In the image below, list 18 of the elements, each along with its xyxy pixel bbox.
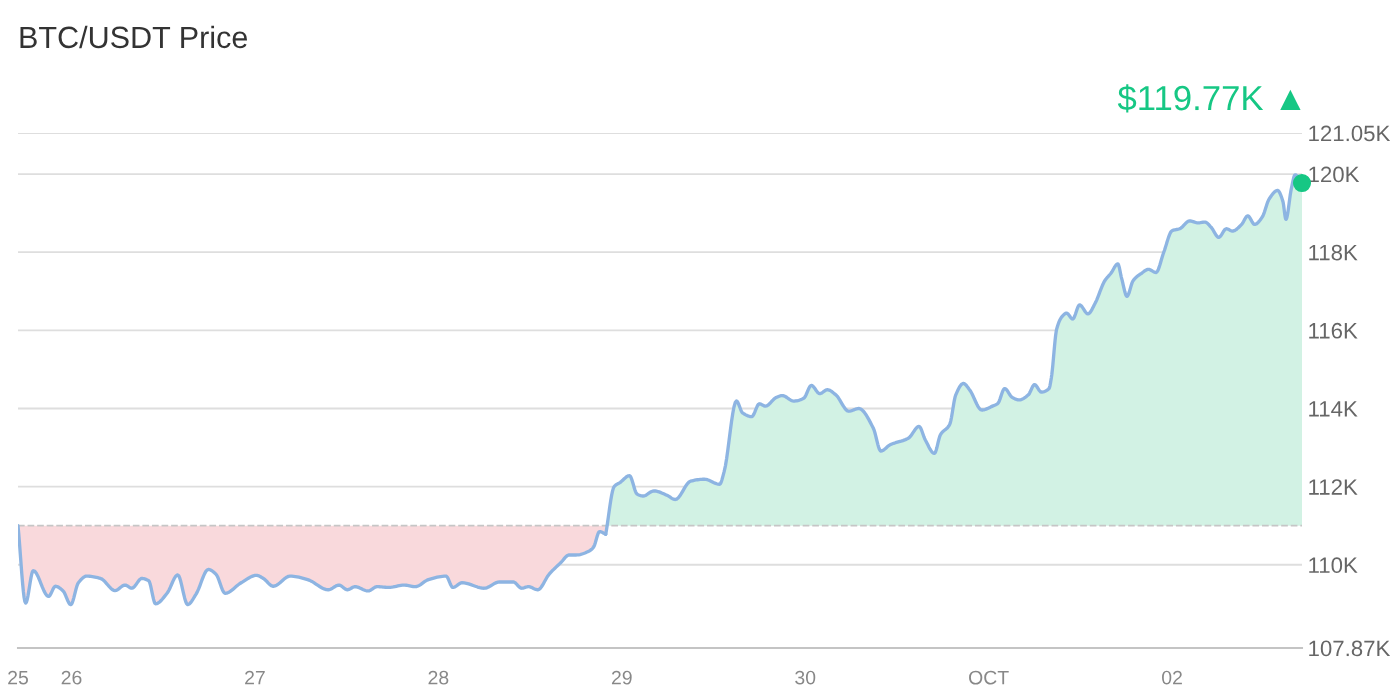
x-tick-label: 28 [428,670,449,685]
y-tick-label: 121.05K [1309,125,1391,142]
x-tick-label: 30 [795,670,816,685]
x-tick-label: OCT [969,670,1009,685]
y-tick-label: 110K [1309,557,1358,574]
x-tick-label: 26 [61,670,82,685]
annotation: $119.77K ▲ [1117,84,1301,113]
x-tick-label: 02 [1162,670,1182,685]
y-tick-label: 107.87K [1309,640,1391,657]
y-tick-label: 116K [1309,322,1358,339]
y-tick-label: 120K [1309,166,1360,183]
y-tick-label: 112K [1309,479,1358,495]
x-tick-label: 25 [8,670,28,685]
x-tick-label: 29 [611,670,632,685]
x-tick-label: 27 [245,670,265,685]
chart-title: BTC/USDT Price [20,25,247,49]
y-tick-label: 118K [1309,244,1358,261]
y-tick-label: 114K [1309,401,1358,417]
